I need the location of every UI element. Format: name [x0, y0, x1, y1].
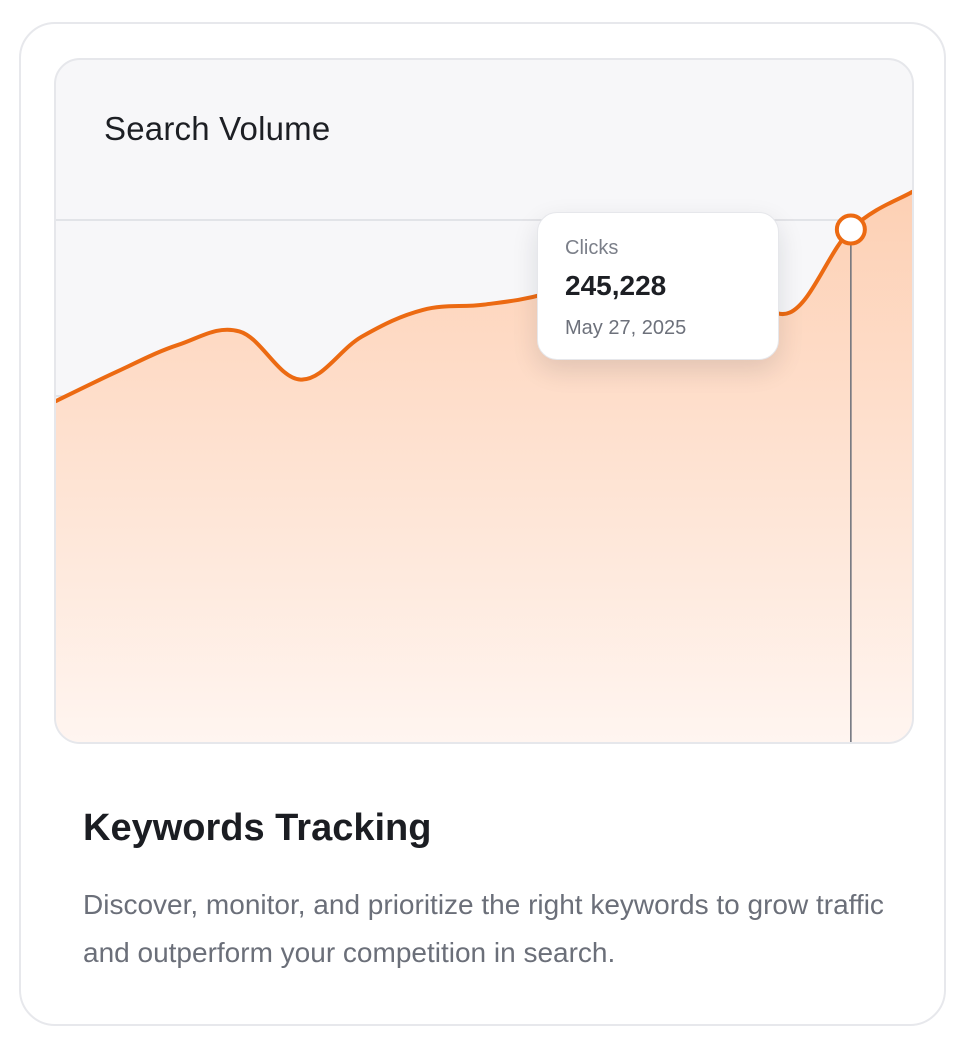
- tooltip-date: May 27, 2025: [565, 317, 687, 339]
- feature-heading: Keywords Tracking: [83, 807, 432, 849]
- tooltip-value: 245,228: [565, 270, 667, 301]
- chart-title: Search Volume: [104, 110, 331, 147]
- chart-tooltip: Clicks 245,228 May 27, 2025: [537, 212, 779, 360]
- series-line-clicks: [56, 190, 912, 404]
- highlighted-data-point[interactable]: [834, 213, 867, 246]
- chart-panel: Search Volume Clicks 245,228 May 27, 202…: [54, 58, 914, 744]
- feature-description: Discover, monitor, and prioritize the ri…: [83, 889, 884, 968]
- search-volume-chart: [56, 190, 912, 742]
- area-fill: [56, 192, 912, 742]
- feature-card: Search Volume Clicks 245,228 May 27, 202…: [19, 22, 946, 1026]
- tooltip-label: Clicks: [565, 237, 619, 259]
